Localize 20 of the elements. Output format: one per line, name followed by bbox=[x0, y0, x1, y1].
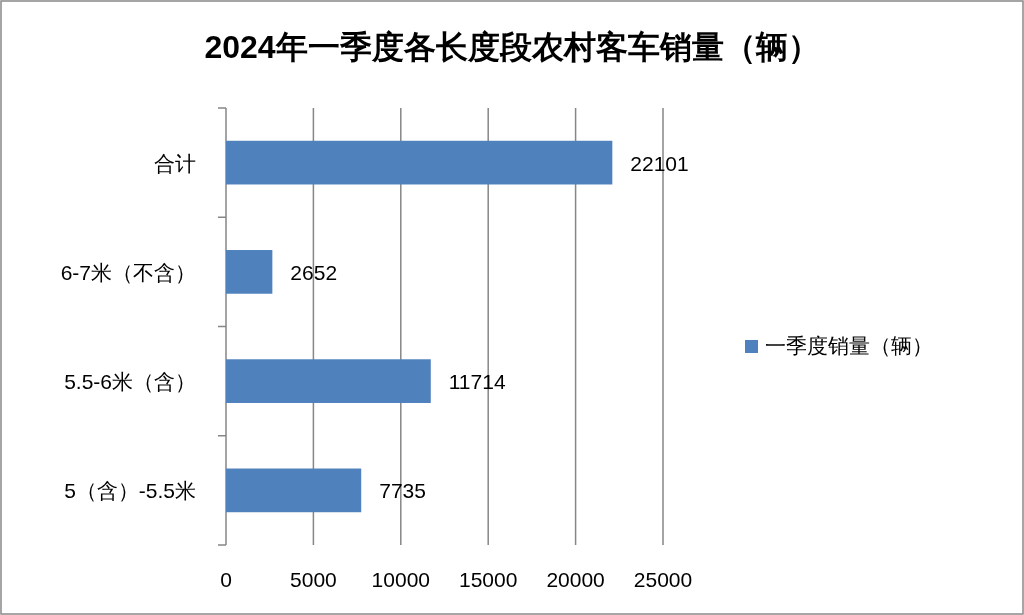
bar bbox=[226, 468, 362, 513]
x-tick-label: 10000 bbox=[371, 568, 430, 591]
x-tick-label: 5000 bbox=[290, 568, 337, 591]
x-tick-label: 0 bbox=[220, 568, 232, 591]
x-tick-label: 20000 bbox=[546, 568, 605, 591]
chart-title: 2024年一季度各长度段农村客车销量（辆） bbox=[204, 29, 820, 65]
data-label: 7735 bbox=[379, 479, 426, 503]
y-tick-label: 合计 bbox=[154, 151, 196, 175]
bar bbox=[226, 250, 273, 294]
y-tick-label: 6-7米（不含） bbox=[60, 260, 196, 284]
data-label: 11714 bbox=[448, 370, 506, 394]
data-label: 2652 bbox=[290, 260, 338, 284]
legend-label: 一季度销量（辆） bbox=[765, 334, 933, 357]
bar bbox=[226, 140, 613, 185]
x-tick-label: 15000 bbox=[459, 568, 518, 591]
x-tick-label: 25000 bbox=[633, 568, 693, 591]
y-tick-label: 5（含）-5.5米 bbox=[64, 479, 196, 503]
data-label: 22101 bbox=[630, 151, 689, 175]
bar bbox=[226, 359, 431, 403]
y-tick-label: 5.5-6米（含） bbox=[64, 370, 196, 394]
